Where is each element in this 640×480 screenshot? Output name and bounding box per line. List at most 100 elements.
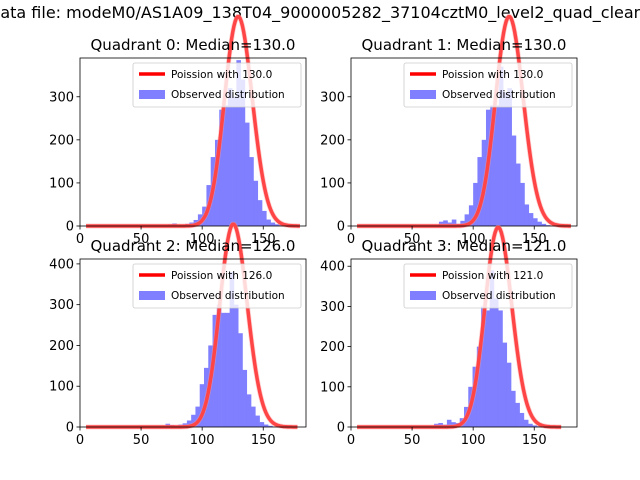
x-tick-label: 0 [347,232,355,247]
legend: Poission with 126.0 Observed distribution [132,263,302,309]
subplot-title: Quadrant 1: Median=130.0 [362,36,567,54]
histogram-bar [528,423,533,427]
histogram-bar [223,105,229,226]
quadrant-0-plot: 0 50 100 150 0 100 200 300 Quadrant 0: Median=13… [49,14,307,247]
histogram-bar [266,219,271,226]
histogram-bar [259,422,265,427]
histogram-bar [244,122,250,226]
x-tick-label: 100 [190,232,215,247]
histogram-bar [519,412,525,427]
x-tick-label: 50 [404,433,421,448]
x-tick-label: 0 [76,232,84,247]
histogram-bar [195,406,201,427]
histogram-bar [515,163,521,226]
histogram-bar [221,312,226,427]
y-tick-label: 300 [49,298,74,313]
quadrant-1-plot: 0 50 100 150 0 100 200 300 Quadrant 1: Median=13… [320,14,578,247]
histogram-bar [468,205,474,226]
histogram-bar [227,88,233,227]
y-tick-label: 100 [320,380,345,395]
x-tick-label: 150 [522,433,547,448]
histogram-bar [253,180,259,226]
y-tick-label: 100 [49,176,74,191]
legend: Poission with 121.0 Observed distribution [403,263,573,309]
histogram-bar [251,406,256,427]
histogram-bar [268,425,273,427]
legend-hist-swatch [139,90,165,99]
axes-frame [79,57,307,227]
y-tick-label: 100 [49,380,74,395]
legend-hist-swatch [139,291,165,300]
histogram-bar [494,105,500,226]
histogram-bar [528,213,534,226]
y-tick-label: 200 [49,133,74,148]
histogram-bar [476,346,482,427]
histogram-bar [255,415,260,427]
histogram-bar [438,422,443,427]
histogram-bar [493,298,499,427]
x-tick-label: 50 [133,433,150,448]
histogram-bar [443,220,448,226]
histogram-bar [216,304,222,427]
histogram-bar [270,222,276,226]
y-tick-label: 100 [320,176,345,191]
legend-box [403,263,573,309]
histogram-bar [460,220,465,226]
histogram-bar [485,310,490,427]
histogram-bar [511,390,516,427]
histogram-bar [451,219,457,226]
legend-box [403,62,573,108]
histogram-bar [246,394,252,427]
histogram-bar [238,333,243,427]
legend-line-label: Poission with 126.0 [171,270,272,282]
histogram-bar [249,157,254,226]
histogram-bar [438,221,444,226]
y-tick-label: 200 [320,133,345,148]
y-tick-label: 300 [320,300,345,315]
histogram-bar [233,304,239,427]
histogram-bar [225,312,230,427]
axes-frame [350,57,578,227]
x-tick-label: 50 [133,232,150,247]
legend-line-label: Poission with 121.0 [442,270,543,282]
quadrant-2-plot: 0 50 100 150 0 100 200 300 400 Quadrant 2: Median… [49,221,307,448]
histogram-bar [502,342,508,427]
histogram-bar [503,92,508,227]
y-tick-label: 300 [49,90,74,105]
histogram-bar [541,223,547,226]
histogram-bar [242,369,248,427]
histogram-bar [537,221,542,226]
y-tick-label: 0 [66,220,74,235]
x-tick-label: 50 [404,232,421,247]
poisson-curve-halo [357,224,562,430]
y-tick-label: 0 [337,220,345,235]
poisson-curve [356,225,562,429]
histogram-bar [214,139,220,226]
legend-hist-swatch [410,90,436,99]
histogram-bar [520,182,525,226]
x-tick-label: 150 [251,433,276,448]
legend-box [132,263,302,309]
subplot-title: Quadrant 0: Median=130.0 [91,36,296,54]
histogram-bar [263,424,269,427]
y-tick-label: 200 [320,340,345,355]
histogram-bar [532,425,537,427]
histogram-bar [257,200,263,226]
x-tick-label: 150 [251,232,276,247]
histogram-bar [446,419,452,427]
histogram-bar [229,272,235,427]
histogram-bar [511,135,517,226]
legend-hist-label: Observed distribution [442,89,556,101]
x-tick-label: 100 [461,232,486,247]
y-tick-label: 400 [49,257,74,272]
histogram-bar [481,306,486,427]
histogram-bar [186,420,192,427]
x-tick-label: 0 [76,433,84,448]
histogram-bar [464,214,470,226]
x-tick-label: 0 [347,433,355,448]
y-tick-label: 0 [66,421,74,436]
histogram-bar [262,210,267,226]
legend-line-label: Poission with 130.0 [442,69,543,81]
y-tick-label: 200 [49,339,74,354]
legend-hist-label: Observed distribution [171,290,285,302]
